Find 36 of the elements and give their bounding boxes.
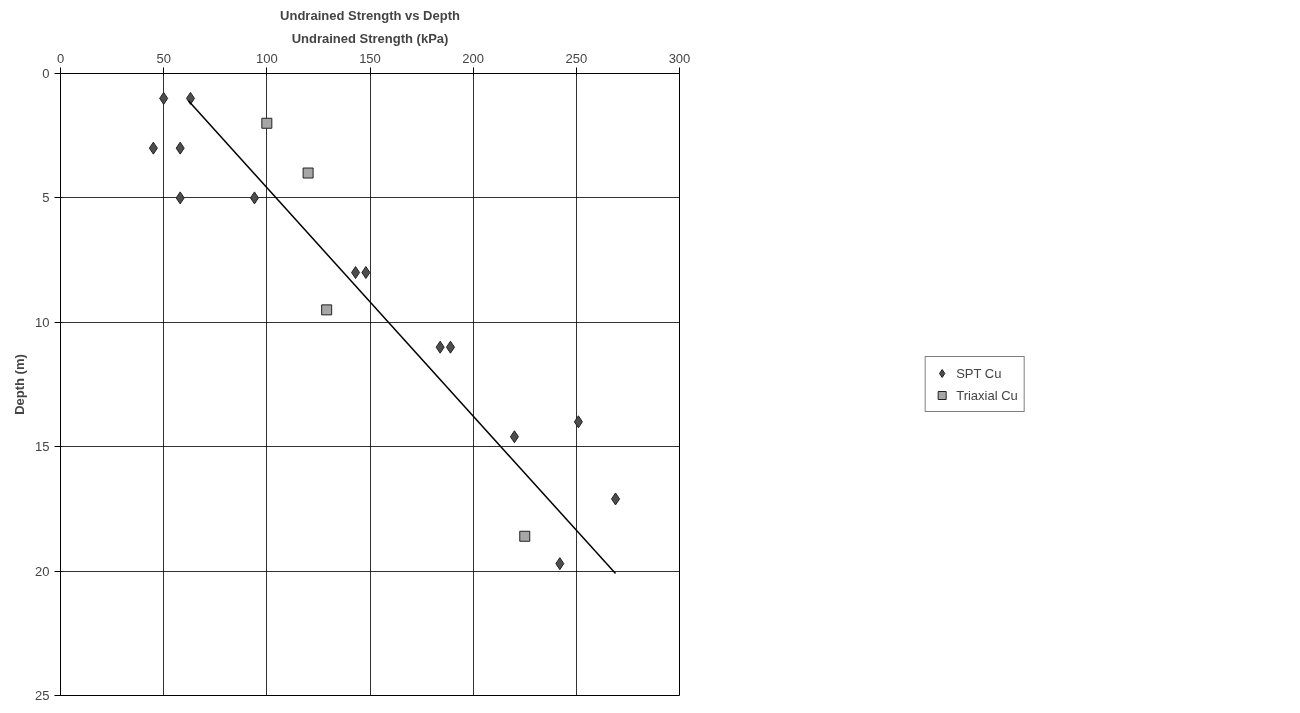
y-tick-label: 5	[42, 190, 50, 206]
point	[555, 557, 565, 571]
y-tick-label: 20	[35, 563, 50, 579]
point	[351, 266, 361, 280]
point	[519, 530, 531, 542]
x-tick-label: 0	[56, 50, 65, 66]
point	[321, 304, 333, 316]
point	[175, 141, 185, 155]
point	[261, 117, 273, 129]
legend-label: Triaxial Cu	[956, 387, 1018, 403]
chart-title: Undrained Strength vs Depth	[280, 7, 460, 23]
y-tick-label: 0	[42, 66, 50, 81]
x-axis-title: Undrained Strength (kPa)	[291, 30, 449, 46]
point	[249, 191, 259, 205]
point	[509, 430, 519, 444]
y-tick-label: 25	[35, 688, 50, 703]
y-tick-label: 10	[35, 314, 50, 330]
point	[302, 167, 314, 179]
x-tick-label: 50	[156, 50, 171, 66]
point	[445, 340, 455, 354]
point	[175, 191, 185, 205]
point	[185, 91, 195, 105]
x-tick-label: 200	[462, 50, 485, 66]
y-axis-title: Depth (m)	[12, 354, 28, 415]
point	[148, 141, 158, 155]
x-tick-label: 250	[565, 50, 588, 66]
x-tick-label: 150	[359, 50, 381, 66]
point	[435, 340, 445, 354]
y-tick-label: 15	[35, 439, 50, 455]
point	[361, 266, 371, 280]
point	[159, 91, 169, 105]
x-tick-label: 100	[255, 50, 278, 66]
x-tick-label: 300	[668, 50, 691, 66]
point	[611, 492, 621, 506]
point	[573, 415, 583, 429]
legend-label: SPT Cu	[956, 365, 1002, 381]
